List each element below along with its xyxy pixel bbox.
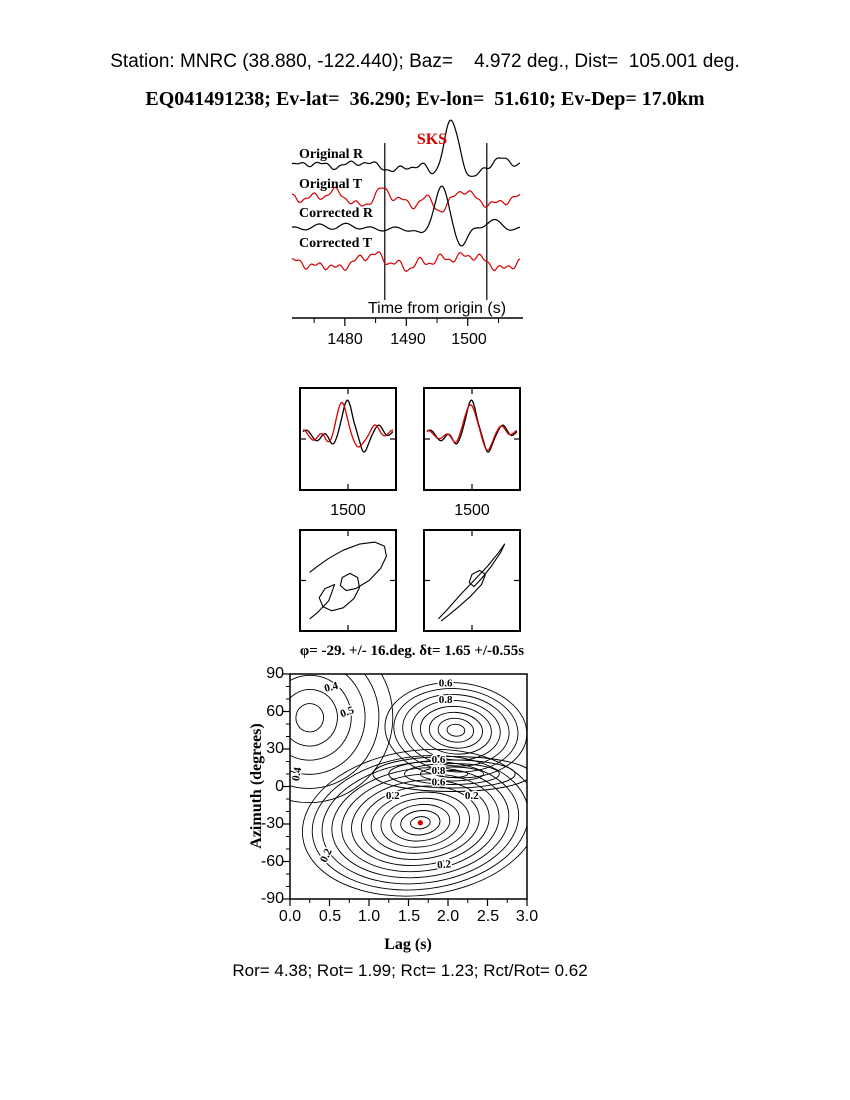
- ytick-90: 90: [266, 665, 284, 682]
- svg-text:0.5: 0.5: [339, 704, 356, 720]
- station-header: Station: MNRC (38.880, -122.440); Baz= 4…: [110, 51, 740, 72]
- time-tick-1490: 1490: [390, 331, 426, 348]
- time-tick-1500: 1500: [451, 331, 487, 348]
- window-box2-tick-label: 1500: [454, 502, 490, 519]
- xtick-1.0: 1.0: [357, 908, 381, 925]
- xtick-1.5: 1.5: [397, 908, 421, 925]
- xtick-0.0: 0.0: [278, 908, 302, 925]
- svg-text:0.4: 0.4: [290, 766, 304, 782]
- svg-text:0.2: 0.2: [465, 790, 479, 802]
- event-header: EQ041491238; Ev-lat= 36.290; Ev-lon= 51.…: [145, 88, 705, 110]
- svg-text:0.2: 0.2: [386, 790, 400, 802]
- xtick-3.0: 3.0: [515, 908, 539, 925]
- ytick-neg60: -60: [260, 853, 284, 870]
- ytick-60: 60: [266, 703, 284, 720]
- svg-text:0.6: 0.6: [432, 754, 446, 766]
- splitting-ratios: Ror= 4.38; Rot= 1.99; Rct= 1.23; Rct/Rot…: [232, 961, 588, 980]
- phase-label: SKS: [416, 131, 448, 148]
- svg-text:0.2: 0.2: [437, 858, 452, 871]
- trace-label-original-r: Original R: [299, 147, 364, 162]
- lag-axis-label: Lag (s): [384, 936, 432, 953]
- window-box1-tick-label: 1500: [330, 502, 366, 519]
- xtick-2.0: 2.0: [436, 908, 460, 925]
- phi-dt-title: φ= -29. +/- 16.deg. δt= 1.65 +/-0.55s: [299, 643, 525, 659]
- svg-text:0.4: 0.4: [323, 680, 340, 695]
- svg-text:0.8: 0.8: [432, 765, 446, 777]
- xtick-2.5: 2.5: [476, 908, 500, 925]
- svg-text:0.8: 0.8: [439, 694, 453, 706]
- trace-label-corrected-r: Corrected R: [299, 206, 373, 221]
- xtick-0.5: 0.5: [318, 908, 342, 925]
- ytick-0: 0: [275, 778, 284, 795]
- time-tick-1480: 1480: [327, 331, 363, 348]
- svg-text:0.6: 0.6: [432, 776, 446, 788]
- ytick-neg90: -90: [260, 890, 284, 907]
- svg-text:0.6: 0.6: [439, 678, 453, 690]
- trace-label-original-t: Original T: [299, 177, 363, 192]
- svg-text:0.2: 0.2: [318, 846, 335, 864]
- time-axis-title: Time from origin (s): [367, 300, 507, 317]
- ytick-30: 30: [266, 740, 284, 757]
- trace-label-corrected-t: Corrected T: [299, 236, 372, 251]
- ytick-neg30: -30: [260, 815, 284, 832]
